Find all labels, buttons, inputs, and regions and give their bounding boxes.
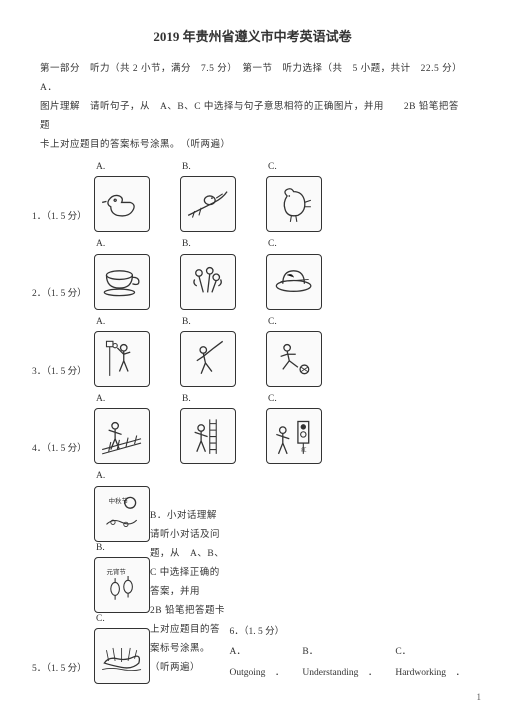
- question-3: 3．（1. 5 分） A. B. C.: [40, 316, 465, 387]
- baseball-player-icon: [180, 331, 236, 387]
- railroad-icon: [94, 408, 150, 464]
- bird-branch-icon: [180, 176, 236, 232]
- q6-option-c: C．Hardworking ．: [395, 642, 465, 684]
- flowers-icon: [180, 254, 236, 310]
- q2-option-a: A.: [94, 238, 150, 309]
- q1-option-c: C.: [266, 161, 322, 232]
- page-number: 1: [477, 691, 482, 704]
- basketball-player-icon: [94, 331, 150, 387]
- lantern-festival-icon: 元宵节: [94, 557, 150, 613]
- q2-label-a: A.: [96, 238, 105, 251]
- q4-number: 4．（1. 5 分）: [32, 443, 90, 464]
- q5-label-b: B.: [96, 542, 105, 555]
- q4-label-b: B.: [182, 393, 191, 406]
- section-b-line-2: 上对应题目的答案标号涂黑。 （听两遍）: [150, 625, 220, 673]
- q5-options: A. 中秋节 B. 元宵节 C.: [94, 470, 150, 684]
- instr-line-3: 卡上对应题目的答案标号涂黑。 （听两遍）: [40, 140, 231, 150]
- q5-label-c: C.: [96, 613, 105, 626]
- q3-option-c: C.: [266, 316, 322, 387]
- q3-option-b: B.: [180, 316, 236, 387]
- q3-option-a: A.: [94, 316, 150, 387]
- q1-option-b: B.: [180, 161, 236, 232]
- chicken-icon: [266, 176, 322, 232]
- q5-option-a: A. 中秋节 B. 元宵节 C.: [94, 470, 150, 684]
- q3-label-c: C.: [268, 316, 277, 329]
- page-title: 2019 年贵州省遵义市中考英语试卷: [40, 28, 465, 46]
- question-6: 6．（1. 5 分）A．Outgoing ．: [230, 622, 285, 685]
- q5-label-a: A.: [96, 470, 105, 483]
- q4-option-a: A.: [94, 393, 150, 464]
- q1-options: A. B. C.: [94, 161, 322, 232]
- q3-number: 3．（1. 5 分）: [32, 366, 90, 387]
- teacup-icon: [94, 254, 150, 310]
- instr-line-1: 第一部分 听力（共 2 小节，满分 7.5 分） 第一节 听力选择（共 5 小题…: [40, 64, 462, 93]
- q1-option-a: A.: [94, 161, 150, 232]
- svg-text:红: 红: [302, 445, 308, 453]
- q4-option-b: B.: [180, 393, 236, 464]
- instr-line-2: 图片理解 请听句子，从 A、B、C 中选择与句子意思相符的正确图片，并用 2B …: [40, 102, 459, 131]
- question-5: 5．（1. 5 分） A. 中秋节 B. 元宵节 C. B．小对话理解 请听小对…: [40, 470, 465, 684]
- q2-option-c: C.: [266, 238, 322, 309]
- q6-stem: 6．（1. 5 分）A．Outgoing ．: [230, 627, 285, 679]
- q4-label-c: C.: [268, 393, 277, 406]
- midautumn-icon: 中秋节: [94, 486, 150, 542]
- dragonboat-icon: [94, 628, 150, 684]
- q3-label-b: B.: [182, 316, 191, 329]
- section-b-line-1: B．小对话理解 请听小对话及问题，从 A、B、C 中选择正确的答案，并用 2B …: [150, 511, 227, 616]
- q1-number: 1．（1. 5 分）: [32, 211, 90, 232]
- q2-option-b: B.: [180, 238, 236, 309]
- soccer-player-icon: [266, 331, 322, 387]
- svg-text:中秋节: 中秋节: [109, 496, 129, 505]
- svg-text:元宵节: 元宵节: [107, 567, 127, 576]
- q2-label-b: B.: [182, 238, 191, 251]
- q4-options: A. B. C. 红: [94, 393, 322, 464]
- q1-label-a: A.: [96, 161, 105, 174]
- q1-label-b: B.: [182, 161, 191, 174]
- q2-number: 2．（1. 5 分）: [32, 288, 90, 309]
- hat-icon: [266, 254, 322, 310]
- traffic-light-icon: 红: [266, 408, 322, 464]
- q6-option-b: B．Understanding ．: [302, 642, 377, 684]
- q5-number: 5．（1. 5 分）: [32, 663, 90, 684]
- q3-label-a: A.: [96, 316, 105, 329]
- q1-label-c: C.: [268, 161, 277, 174]
- section-a-instructions: 第一部分 听力（共 2 小节，满分 7.5 分） 第一节 听力选择（共 5 小题…: [40, 60, 465, 155]
- section-b-instructions: B．小对话理解 请听小对话及问题，从 A、B、C 中选择正确的答案，并用 2B …: [150, 507, 230, 678]
- q4-option-c: C. 红: [266, 393, 322, 464]
- q4-label-a: A.: [96, 393, 105, 406]
- q2-options: A. B. C.: [94, 238, 322, 309]
- duck-icon: [94, 176, 150, 232]
- q5-option-b: B. 元宵节: [94, 542, 150, 613]
- question-2: 2．（1. 5 分） A. B. C.: [40, 238, 465, 309]
- q5-option-c: C.: [94, 613, 150, 684]
- crossing-icon: [180, 408, 236, 464]
- q3-options: A. B. C.: [94, 316, 322, 387]
- question-1: 1．（1. 5 分） A. B. C.: [40, 161, 465, 232]
- question-4: 4．（1. 5 分） A. B. C. 红: [40, 393, 465, 464]
- q2-label-c: C.: [268, 238, 277, 251]
